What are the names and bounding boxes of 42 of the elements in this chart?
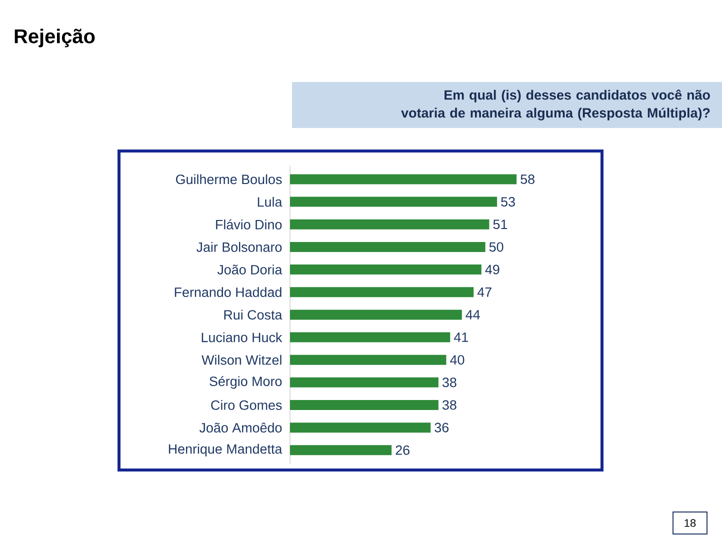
bar bbox=[290, 264, 482, 275]
y-tick-label: Sérgio Moro bbox=[210, 376, 282, 389]
bar bbox=[290, 174, 517, 184]
y-tick-label: João Doria bbox=[217, 264, 282, 274]
data-label: 58 bbox=[520, 174, 534, 184]
text: Rejeição bbox=[14, 28, 95, 48]
bar bbox=[290, 445, 392, 456]
y-tick-label: Luciano Huck bbox=[202, 332, 282, 342]
y-tick-label: Jair Bolsonaro bbox=[196, 242, 282, 252]
bar bbox=[290, 377, 438, 388]
bar bbox=[290, 354, 446, 365]
bar bbox=[290, 332, 450, 342]
data-label: 53 bbox=[501, 197, 515, 207]
text: 18 bbox=[684, 519, 696, 527]
data-label: 40 bbox=[450, 355, 464, 365]
bar bbox=[290, 400, 438, 410]
bar bbox=[290, 196, 498, 207]
y-tick-label: Fernando Haddad bbox=[174, 287, 282, 298]
data-label: 38 bbox=[442, 400, 456, 410]
data-label: 36 bbox=[434, 422, 449, 432]
y-tick-label: João Amoêdo bbox=[199, 422, 282, 433]
y-tick-label: Guilherme Boulos bbox=[176, 174, 282, 184]
y-tick-label: Wilson Witzel bbox=[202, 354, 282, 365]
y-tick-label: Lula bbox=[258, 196, 282, 207]
data-label: 50 bbox=[489, 242, 504, 252]
bar bbox=[290, 219, 490, 230]
data-label: 49 bbox=[485, 264, 500, 274]
y-tick-label: Henrique Mandetta bbox=[168, 444, 282, 456]
bar bbox=[290, 310, 462, 320]
y-tick-label: Rui Costa bbox=[224, 310, 282, 320]
text: Em qual (is) desses candidatos você não votaria de maneira alguma (Resposta Múltipla)? bbox=[401, 90, 710, 120]
bar bbox=[290, 422, 431, 433]
data-label: 41 bbox=[454, 332, 468, 342]
data-label: 51 bbox=[493, 220, 508, 230]
y-tick-label: Ciro Gomes bbox=[211, 400, 282, 410]
bar bbox=[290, 242, 486, 252]
data-label: 47 bbox=[477, 287, 492, 297]
bar bbox=[290, 287, 474, 298]
data-label: 38 bbox=[442, 378, 456, 388]
y-tick-label: Flávio Dino bbox=[216, 219, 282, 230]
data-label: 26 bbox=[396, 445, 410, 455]
data-label: 44 bbox=[466, 310, 480, 320]
